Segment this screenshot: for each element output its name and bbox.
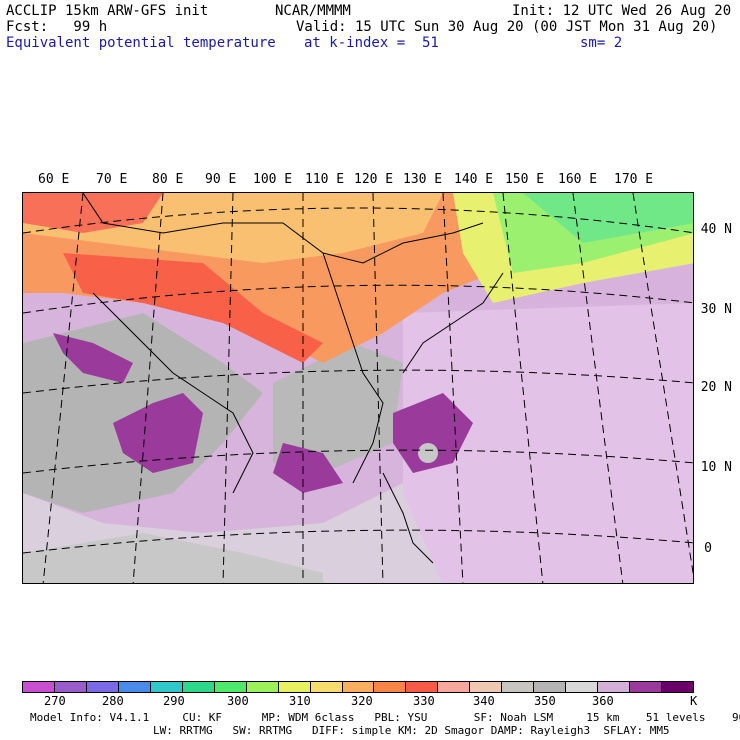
colorbar-swatch (406, 682, 439, 692)
colorbar-unit: K (690, 694, 698, 708)
field-name: Equivalent potential temperature (6, 35, 276, 51)
colorbar-label: 270 (44, 694, 66, 708)
colorbar-swatch (118, 682, 151, 692)
colorbar-label: 320 (351, 694, 373, 708)
colorbar-swatch (278, 682, 311, 692)
lon-label: 140 E (454, 172, 494, 187)
lon-label: 150 E (505, 172, 545, 187)
colorbar-swatch (246, 682, 279, 692)
model-info-line2: LW: RRTMG SW: RRTMG DIFF: simple KM: 2D … (153, 724, 670, 737)
colorbar-label: 360 (592, 694, 614, 708)
lat-label: 20 N (700, 380, 732, 395)
colorbar (22, 681, 694, 693)
lon-label: 80 E (152, 172, 184, 187)
colorbar-swatch (86, 682, 119, 692)
forecast-hour: Fcst: 99 h (6, 19, 108, 35)
lon-label: 130 E (403, 172, 443, 187)
model-title: ACCLIP 15km ARW-GFS init (6, 3, 209, 19)
colorbar-swatch (310, 682, 343, 692)
colorbar-swatch (342, 682, 375, 692)
colorbar-swatch (566, 682, 599, 692)
colorbar-label: 340 (473, 694, 495, 708)
colorbar-swatch (630, 682, 663, 692)
colorbar-swatch (534, 682, 567, 692)
colorbar-label: 290 (163, 694, 185, 708)
lon-label: 70 E (96, 172, 128, 187)
lon-label: 120 E (354, 172, 394, 187)
colorbar-label: 310 (289, 694, 311, 708)
colorbar-swatch (54, 682, 87, 692)
colorbar-swatch (182, 682, 215, 692)
lon-label: 160 E (558, 172, 598, 187)
init-time: Init: 12 UTC Wed 26 Aug 20 (512, 3, 732, 19)
colorbar-swatch (662, 682, 694, 692)
colorbar-label: 350 (534, 694, 556, 708)
colorbar-swatch (150, 682, 183, 692)
colorbar-swatch (470, 682, 503, 692)
lat-label: 10 N (700, 460, 732, 475)
lon-label: 60 E (38, 172, 70, 187)
map-canvas (23, 193, 693, 583)
model-info-line1: Model Info: V4.1.1 CU: KF MP: WDM 6class… (30, 711, 740, 724)
valid-time: Valid: 15 UTC Sun 30 Aug 20 (00 JST Mon … (296, 19, 718, 35)
lat-label: 30 N (700, 302, 732, 317)
colorbar-swatch (502, 682, 535, 692)
lat-label: 40 N (700, 222, 732, 237)
colorbar-label: 280 (102, 694, 124, 708)
lon-label: 90 E (205, 172, 237, 187)
colorbar-label: 330 (413, 694, 435, 708)
lon-label: 110 E (305, 172, 345, 187)
smooth-info: sm= 2 (580, 35, 623, 51)
colorbar-swatch (23, 682, 55, 692)
org-title: NCAR/MMMM (275, 3, 351, 19)
colorbar-swatch (374, 682, 407, 692)
colorbar-label: 300 (227, 694, 249, 708)
lon-label: 170 E (614, 172, 654, 187)
theta-e-map (22, 192, 694, 584)
colorbar-swatch (214, 682, 247, 692)
colorbar-swatch (598, 682, 631, 692)
level-info: at k-index = 51 (304, 35, 439, 51)
lon-label: 100 E (253, 172, 293, 187)
colorbar-swatch (438, 682, 471, 692)
lat-label: 0 (704, 541, 712, 556)
